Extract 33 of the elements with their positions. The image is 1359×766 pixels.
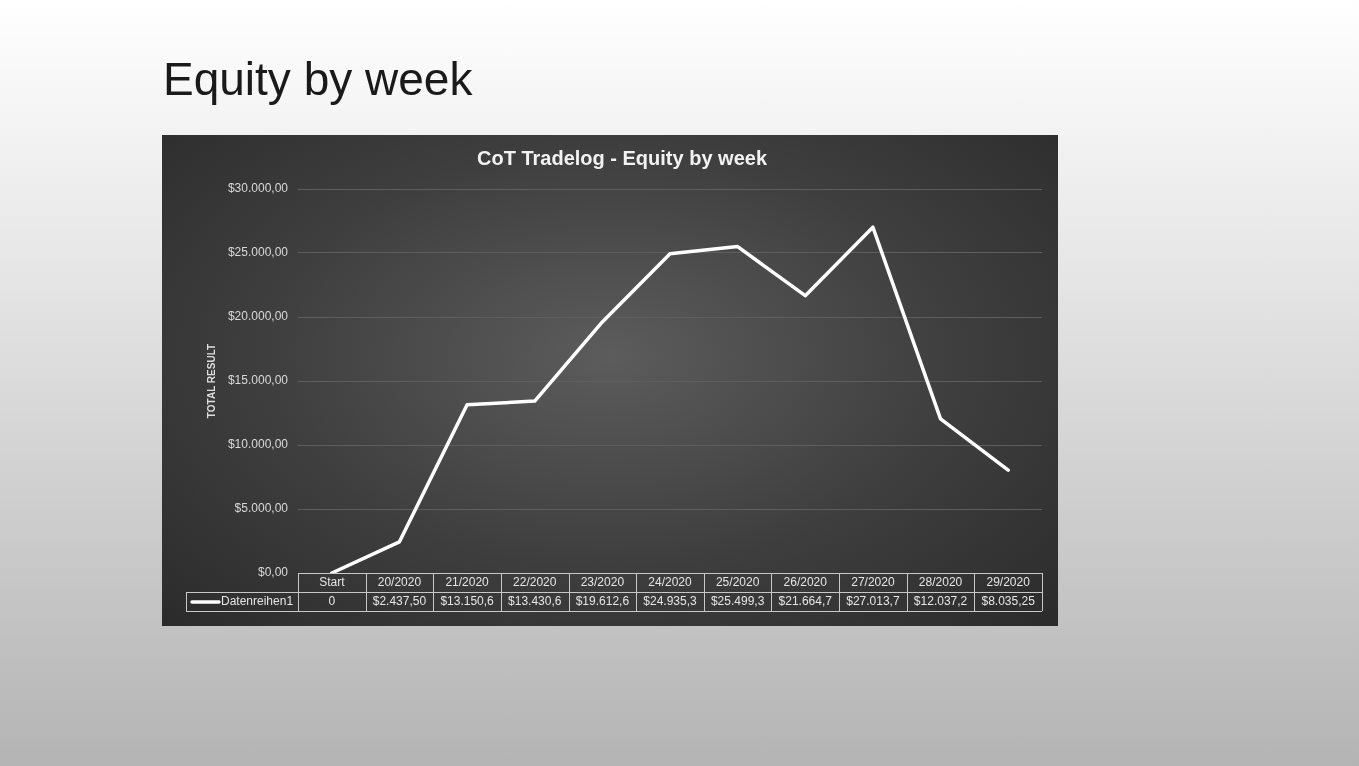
x-tick-label: 25/2020 (715, 575, 760, 590)
y-tick-label: $20.000,00 (227, 309, 289, 324)
x-tick-label: 23/2020 (580, 575, 625, 590)
chart-subtitle: CoT Tradelog - Equity by week (476, 146, 768, 169)
y-tick-label: $25.000,00 (227, 245, 289, 260)
x-tick-label: 21/2020 (445, 575, 490, 590)
x-tick-label: 20/2020 (377, 575, 422, 590)
x-tick-label: 24/2020 (648, 575, 693, 590)
data-label: $13.430,6 (508, 594, 562, 609)
y-tick-label: $10.000,00 (227, 437, 289, 452)
data-label: $12.037,2 (913, 594, 968, 609)
y-axis-title: TOTAL RESULT (205, 343, 217, 419)
x-tick-label: 27/2020 (851, 575, 895, 590)
x-tick-label: 26/2020 (783, 575, 828, 590)
chart-title: Equity by week (163, 52, 473, 106)
data-label: $13.150,6 (440, 594, 495, 609)
data-label: $8.035,25 (981, 594, 1036, 609)
data-label: 0 (328, 594, 336, 609)
data-label: $25.499,3 (710, 594, 765, 609)
x-tick-label: 29/2020 (986, 575, 1031, 590)
y-tick-label: $15.000,00 (227, 373, 289, 388)
data-label: $24.935,3 (643, 594, 698, 609)
y-tick-label: $0,00 (257, 565, 289, 580)
x-tick-label: 22/2020 (513, 575, 557, 590)
y-tick-label: $30.000,00 (227, 181, 289, 196)
data-label: $27.013,7 (846, 594, 900, 609)
legend-label: Datenreihen1 (221, 594, 294, 609)
x-tick-label: Start (319, 575, 346, 590)
y-tick-label: $5.000,00 (234, 501, 289, 516)
data-label: $21.664,7 (778, 594, 833, 609)
x-tick-label: 28/2020 (918, 575, 963, 590)
data-label: $19.612,6 (575, 594, 630, 609)
data-label: $2.437,50 (372, 594, 427, 609)
